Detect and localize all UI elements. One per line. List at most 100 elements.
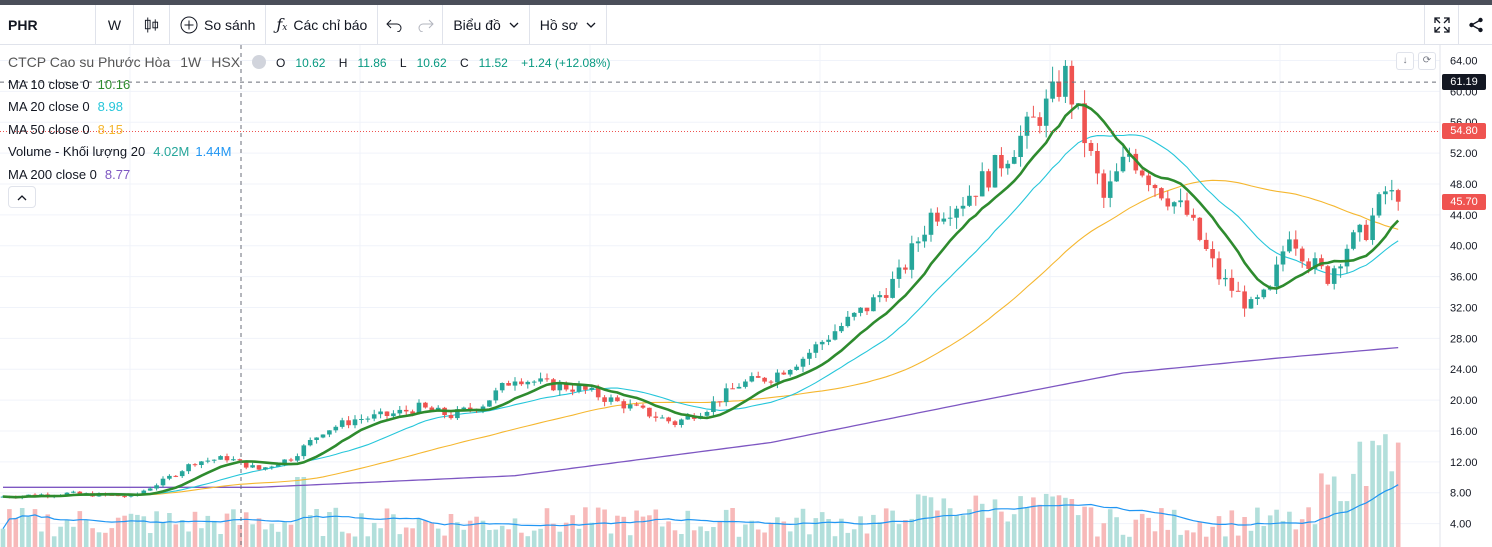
volume-bar [1395,442,1401,547]
legend-row: MA 20 close 0 8.98 [8,96,631,119]
legend-row: MA 10 close 0 10.16 [8,74,631,97]
profile-menu-button[interactable]: Hồ sơ [530,4,607,45]
volume-bar [928,497,934,547]
candle [1280,245,1286,272]
fullscreen-icon [1433,17,1450,33]
volume-bar [71,526,76,547]
candle [755,371,761,378]
ma20-line [2,134,1399,498]
candle [954,205,959,229]
volume-ma-line [2,484,1399,530]
candle [397,406,403,416]
undo-button[interactable] [378,5,410,45]
volume-bar [211,520,217,547]
volume-bar [544,508,550,547]
legend-label: MA 10 close 0 [8,76,90,92]
candle [576,380,582,394]
legend-value: 8.77 [104,166,131,182]
volume-bar [883,508,889,547]
legend-value: 8.98 [97,99,123,114]
candle [986,168,991,192]
candle [231,456,236,461]
y-tick-label: 28.00 [1450,333,1478,345]
candles-icon [144,17,159,32]
volume-bar [653,509,659,547]
volume-bar [1325,484,1331,547]
legend-exchange: HSX [211,54,241,70]
candle [864,307,870,315]
price-chart[interactable]: 4.00 8.00 12.00 16.00 20.00 24.00 28.00 32.00 36… [0,45,1492,547]
legend-value: 10.16 [97,76,131,92]
y-tick-label: 20.00 [1450,395,1478,407]
interval-button[interactable]: W [96,4,134,45]
volume-bar [1171,509,1177,547]
candle [173,475,179,478]
ma10-line [2,103,1400,499]
volume-bar [122,515,127,547]
volume-bar [1280,520,1286,547]
candle [1165,191,1171,211]
volume-bar [519,532,524,547]
candle [1171,201,1177,214]
volume-bar [1024,507,1030,547]
candle [903,264,908,274]
legend-row: MA 50 close 0 8.15 [8,119,631,142]
volume-bar [320,536,326,547]
collapse-legend-button[interactable] [8,186,36,208]
volume-bar [186,531,191,547]
volume-bar [1319,473,1324,547]
chart-menu-button[interactable]: Biểu đồ [443,4,530,45]
ma50-line [2,179,1399,498]
candle [1287,231,1292,254]
volume-bar [1287,511,1292,547]
volume-bar [679,534,684,547]
candle [1255,294,1260,305]
candle [723,383,729,407]
volume-bar [999,511,1004,547]
candle [192,463,198,467]
compare-button[interactable]: So sánh [170,4,267,45]
volume-bar [90,528,95,547]
undo-icon [386,19,402,32]
volume-bar [557,531,563,547]
reset-scale-button[interactable]: ⟳ [1418,52,1436,70]
volume-bar [935,510,940,547]
scroll-down-button[interactable]: ↓ [1396,52,1414,70]
volume-bar [96,532,102,547]
volume-bar [819,512,825,547]
indicators-button[interactable]: ƒx Các chỉ báo [266,4,379,45]
candle [1325,265,1331,286]
candle [1293,230,1299,256]
volume-bar [960,515,966,547]
volume-bar [64,519,70,547]
volume-bar [474,516,479,547]
visibility-toggle-icon[interactable] [252,55,267,70]
volume-bar [1363,486,1369,547]
volume-bar [237,524,243,547]
volume-bar [83,519,89,547]
candle [480,404,486,414]
volume-bar [288,524,294,547]
candle [256,465,262,471]
symbol-search[interactable]: PHR [0,4,96,45]
chart-style-button[interactable] [134,4,170,45]
volume-bar [154,511,159,547]
redo-button[interactable] [410,4,444,45]
y-tick-label: 52.00 [1450,148,1478,160]
volume-bar [1274,509,1279,547]
legend-label: Volume - Khối lượng 20 [8,144,146,159]
volume-bar [423,520,428,547]
candle [307,437,313,447]
volume-bar [301,477,307,547]
candle [71,490,76,494]
share-button[interactable] [1458,5,1492,45]
volume-bar [115,517,121,547]
volume-bar [992,499,998,547]
candle [1005,160,1011,175]
reference-price-label: 54.80 [1442,123,1486,140]
candle [378,408,383,419]
volume-bar [768,522,774,547]
fullscreen-button[interactable] [1424,5,1458,45]
plus-circle-icon [180,16,198,33]
volume-bar [13,517,19,547]
